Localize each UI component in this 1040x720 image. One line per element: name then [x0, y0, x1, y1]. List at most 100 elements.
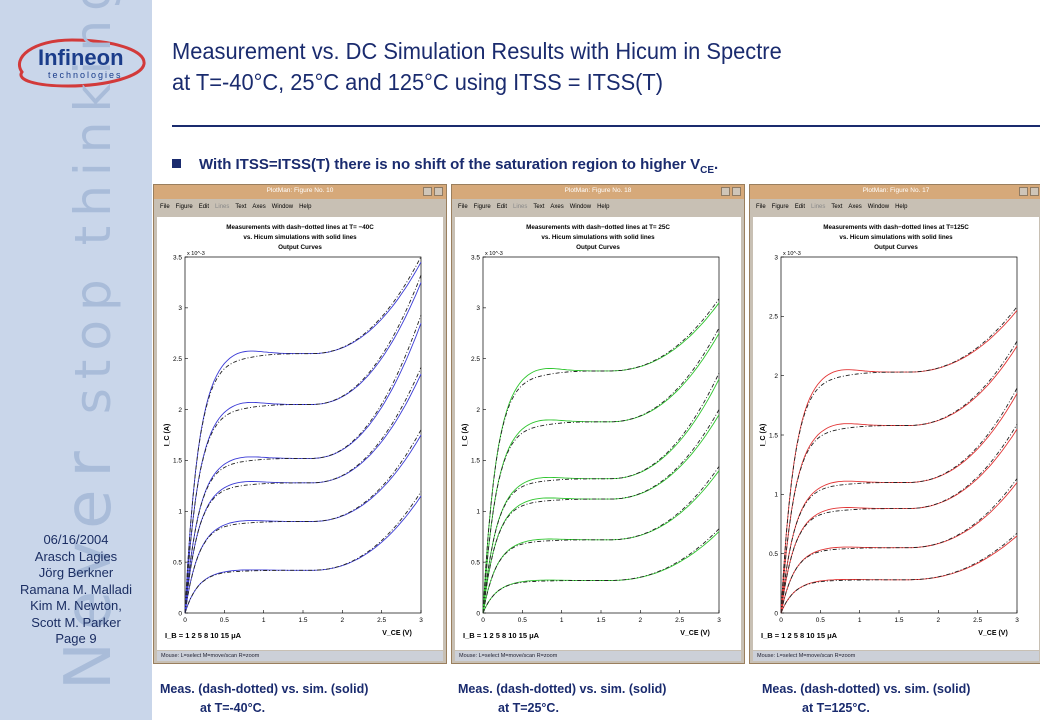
- menu-window[interactable]: Window: [867, 204, 890, 210]
- y-tick-label: 3: [774, 254, 778, 261]
- info-author: Scott M. Parker: [31, 614, 121, 630]
- bullet-subscript: CE: [700, 165, 715, 176]
- sim-curve-6: [482, 302, 720, 613]
- meas-curve-2: [482, 466, 720, 614]
- y-axis-label: I_C (A): [462, 424, 469, 447]
- meas-curve-3: [780, 424, 1018, 614]
- menu-bar: File Figure Edit Lines Text Axes Window Help: [750, 200, 1040, 214]
- y-tick-label: 0.5: [471, 559, 480, 566]
- infineon-logo: Infineon technologies: [18, 38, 146, 88]
- sim-curve-5: [184, 282, 422, 613]
- sim-curve-6: [780, 310, 1018, 613]
- plot-window-125[interactable]: PlotMan: Figure No. 17 File Figure Edit Line…: [749, 184, 1040, 664]
- info-author: Ramana M. Malladi: [20, 581, 132, 597]
- y-tick-label: 2: [774, 373, 778, 380]
- menu-text[interactable]: Text: [831, 204, 843, 210]
- menu-edit[interactable]: Edit: [198, 204, 210, 210]
- y-tick-label: 3: [476, 305, 480, 312]
- plot-frame: [184, 256, 422, 614]
- menu-edit[interactable]: Edit: [496, 204, 508, 210]
- menu-file[interactable]: File: [458, 204, 468, 210]
- y-tick-label: 2: [178, 407, 182, 414]
- minimize-button[interactable]: [1019, 187, 1028, 196]
- menu-figure[interactable]: Figure: [473, 204, 491, 210]
- plot-title-line: vs. Hicum simulations with solid lines: [243, 234, 357, 241]
- status-bar: Mouse: L=select M=move/scan R=zoom: [753, 651, 1039, 661]
- meas-curve-3: [482, 409, 720, 614]
- y-tick-label: 1: [178, 509, 182, 516]
- menu-bar: File Figure Edit Lines Text Axes Window Help: [154, 200, 446, 214]
- menu-figure[interactable]: Figure: [771, 204, 789, 210]
- info-page: Page 9: [55, 631, 97, 646]
- x-tick-label: 0.5: [518, 617, 527, 624]
- ib-legend: I_B = 1 2 5 8 10 15 μA: [463, 631, 540, 640]
- status-bar: Mouse: L=select M=move/scan R=zoom: [455, 651, 741, 661]
- sim-curve-4: [184, 322, 422, 613]
- meas-curve-5: [780, 340, 1018, 614]
- close-button[interactable]: [434, 187, 443, 196]
- logo-wordmark: Infineon: [38, 45, 124, 70]
- menu-help[interactable]: Help: [299, 204, 312, 210]
- close-button[interactable]: [1030, 187, 1039, 196]
- sim-curve-4: [780, 393, 1018, 614]
- menu-help[interactable]: Help: [597, 204, 610, 210]
- menu-axes[interactable]: Axes: [252, 204, 266, 210]
- menu-window[interactable]: Window: [271, 204, 294, 210]
- menu-axes[interactable]: Axes: [848, 204, 862, 210]
- y-tick-label: 2: [476, 407, 480, 414]
- x-tick-label: 1: [262, 617, 266, 624]
- menu-lines[interactable]: Lines: [215, 204, 230, 210]
- output-curves-chart: Measurements with dash−dotted lines at T…: [760, 224, 1019, 640]
- close-button[interactable]: [732, 187, 741, 196]
- bullet-point: With ITSS=ITSS(T) there is no shift of t…: [172, 156, 718, 176]
- menu-lines[interactable]: Lines: [811, 204, 826, 210]
- y-tick-label: 1.5: [769, 432, 778, 439]
- x-tick-label: 0: [183, 617, 187, 624]
- ib-legend: I_B = 1 2 5 8 10 15 μA: [165, 631, 242, 640]
- menu-edit[interactable]: Edit: [794, 204, 806, 210]
- info-date: 06/16/2004: [43, 532, 109, 547]
- plot-title-line: Measurements with dash−dotted lines at T…: [226, 224, 374, 231]
- caption-line-1: Meas. (dash-dotted) vs. sim. (solid): [160, 682, 369, 696]
- ib-legend: I_B = 1 2 5 8 10 15 μA: [761, 631, 838, 640]
- menu-file[interactable]: File: [160, 204, 170, 210]
- y-tick-label: 2.5: [471, 356, 480, 363]
- meas-curve-1: [780, 532, 1018, 614]
- window-titlebar: PlotMan: Figure No. 17: [750, 185, 1040, 199]
- plot-window-25[interactable]: PlotMan: Figure No. 18 File Figure Edit Line…: [451, 184, 745, 664]
- y-axis-label: I_C (A): [164, 424, 171, 447]
- x-tick-label: 1.5: [894, 617, 903, 624]
- meas-curve-6: [482, 298, 720, 614]
- meas-curve-1: [184, 491, 422, 614]
- menu-axes[interactable]: Axes: [550, 204, 564, 210]
- plot-window-minus40[interactable]: PlotMan: Figure No. 10 File Figure Edit Line…: [153, 184, 447, 664]
- y-axis-label: I_C (A): [760, 424, 767, 447]
- y-tick-label: 0: [774, 610, 778, 617]
- slide-title: Measurement vs. DC Simulation Results wi…: [172, 36, 972, 98]
- minimize-button[interactable]: [721, 187, 730, 196]
- menu-figure[interactable]: Figure: [175, 204, 193, 210]
- title-divider: [172, 125, 1040, 127]
- y-scale-label: x 10^-3: [783, 251, 801, 257]
- y-tick-label: 3: [178, 305, 182, 312]
- sim-curve-3: [482, 414, 720, 614]
- menu-text[interactable]: Text: [533, 204, 545, 210]
- x-axis-label: V_CE (V): [382, 630, 412, 637]
- menu-help[interactable]: Help: [895, 204, 908, 210]
- menu-lines[interactable]: Lines: [513, 204, 528, 210]
- menu-window[interactable]: Window: [569, 204, 592, 210]
- svg-text:Measurements with dash−dotted: Measurements with dash−dotted lines at T…: [226, 224, 374, 251]
- sim-curve-6: [184, 261, 422, 613]
- y-tick-label: 3.5: [471, 254, 480, 261]
- menu-file[interactable]: File: [756, 204, 766, 210]
- x-axis-label: V_CE (V): [978, 630, 1008, 637]
- y-tick-label: 3.5: [173, 254, 182, 261]
- y-tick-label: 1: [476, 509, 480, 516]
- menu-text[interactable]: Text: [235, 204, 247, 210]
- y-scale-label: x 10^-3: [187, 251, 205, 257]
- info-author: Arasch Lagies: [34, 548, 118, 564]
- plot-title-line: Measurements with dash−dotted lines at T…: [526, 224, 670, 231]
- x-tick-label: 1.5: [298, 617, 307, 624]
- info-author: Jörg Berkner: [38, 565, 114, 580]
- minimize-button[interactable]: [423, 187, 432, 196]
